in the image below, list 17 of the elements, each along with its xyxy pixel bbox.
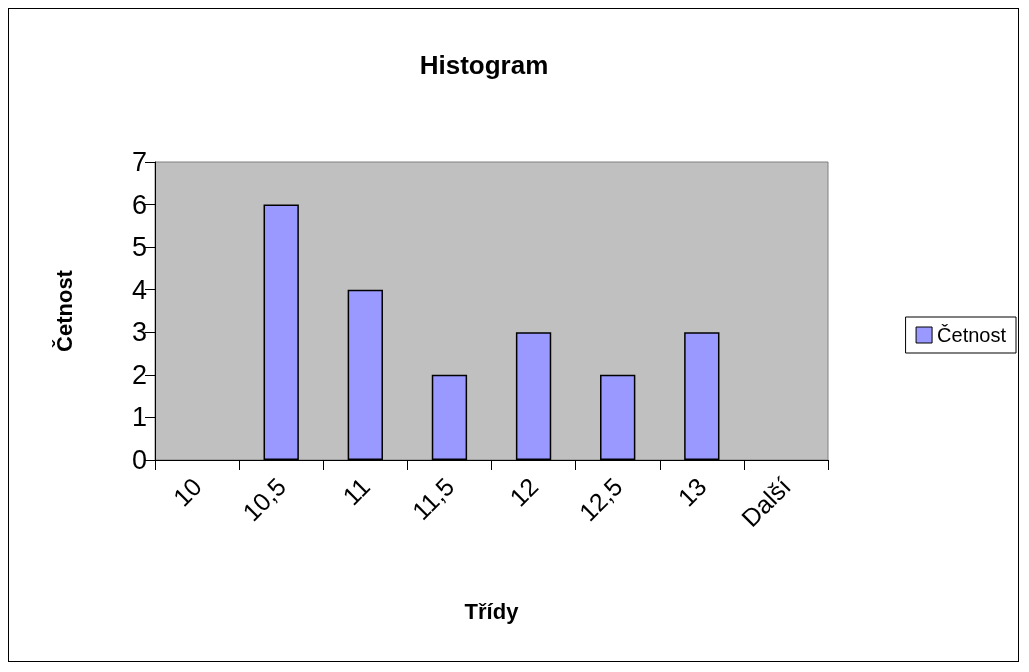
x-tick-label: 13	[672, 472, 712, 512]
x-tick-label: 12	[504, 472, 544, 512]
y-tick-label: 0	[131, 445, 147, 475]
y-tick-label: 6	[131, 189, 147, 220]
chart-title: Histogram	[419, 50, 549, 80]
x-tick-label: 11,5	[406, 472, 460, 525]
y-tick-label: 3	[131, 317, 147, 348]
x-tick-label: 10	[167, 472, 207, 512]
x-tick-label: 11	[337, 472, 376, 511]
y-tick-label: 2	[131, 359, 147, 390]
y-tick-label: 1	[131, 402, 147, 433]
x-axis-title: Třídy	[464, 598, 520, 624]
y-axis-title: Četnost	[51, 269, 77, 352]
legend-label: Četnost	[937, 324, 1007, 346]
y-tick-label: 5	[131, 232, 147, 263]
y-tick-label: 4	[131, 274, 147, 305]
y-tick-label: 7	[131, 147, 147, 177]
